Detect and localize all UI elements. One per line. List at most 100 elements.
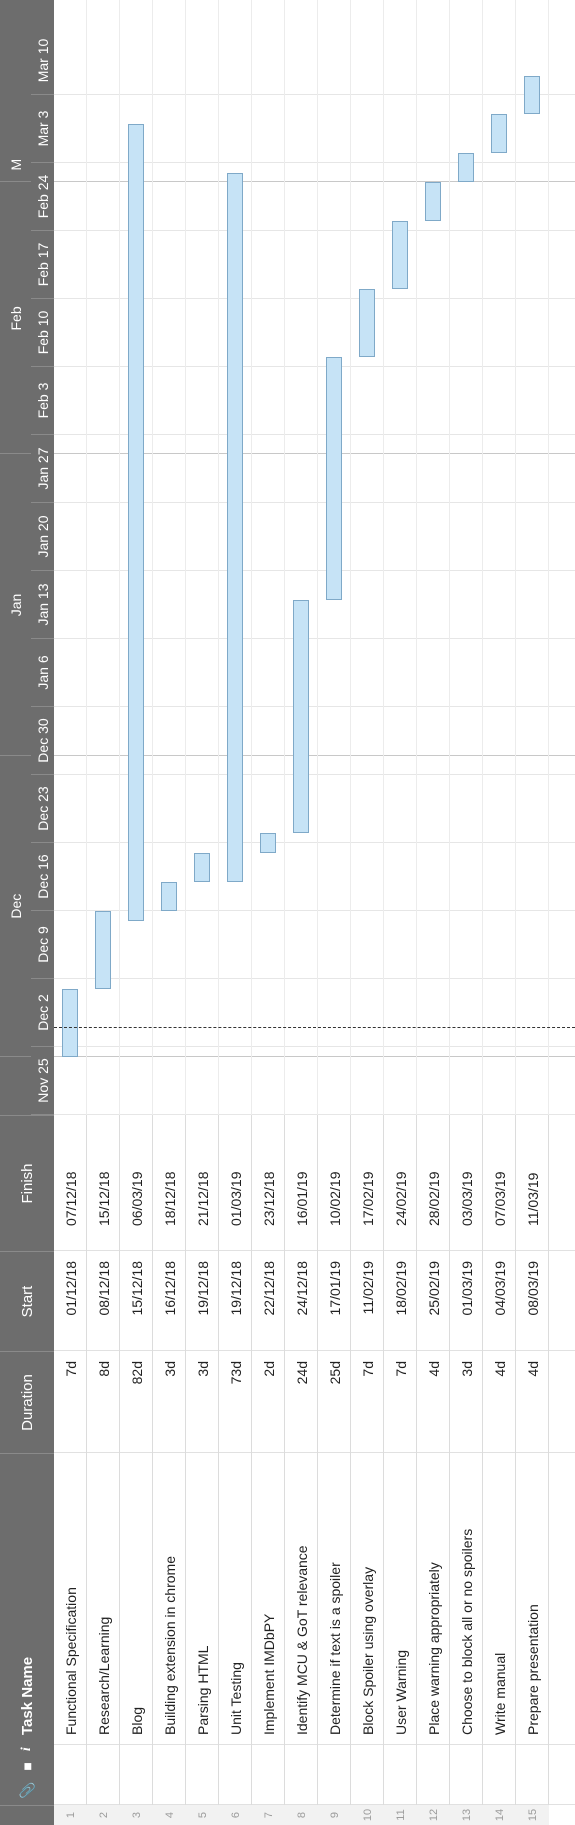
start-cell[interactable]: 15/12/18	[128, 1261, 145, 1316]
duration-cell[interactable]: 3d	[194, 1361, 211, 1377]
finish-cell[interactable]: 16/01/19	[293, 1171, 310, 1227]
finish-cell[interactable]: 01/03/19	[227, 1171, 244, 1227]
table-row[interactable]: 15 Prepare presentation 4d 08/03/19 11/03/19	[516, 1115, 549, 1825]
duration-cell[interactable]: 2d	[260, 1361, 277, 1377]
info-icon[interactable]: i	[19, 1747, 34, 1752]
start-cell[interactable]: 25/02/19	[425, 1261, 442, 1316]
paperclip-icon[interactable]: 📎	[19, 1781, 35, 1799]
task-bar[interactable]	[161, 881, 177, 911]
task-name-cell[interactable]: User Warning	[392, 1649, 409, 1735]
duration-cell[interactable]: 4d	[491, 1361, 508, 1377]
table-row[interactable]: 10 Block Spoiler using overlay 7d 11/02/19 1…	[351, 1115, 384, 1825]
start-cell[interactable]: 19/12/18	[227, 1261, 244, 1316]
task-name-cell[interactable]: Implement IMDbPY	[260, 1613, 277, 1735]
start-cell[interactable]: 08/12/18	[95, 1261, 112, 1316]
gantt-row	[384, 0, 417, 1115]
task-bar[interactable]	[458, 153, 474, 183]
task-name-cell[interactable]: Parsing HTML	[194, 1645, 211, 1735]
table-row[interactable]: 9 Determine if text is a spoiler 25d 17/01/…	[318, 1115, 351, 1825]
start-cell[interactable]: 19/12/18	[194, 1261, 211, 1316]
duration-cell[interactable]: 4d	[425, 1361, 442, 1377]
start-cell[interactable]: 16/12/18	[161, 1261, 178, 1316]
start-cell[interactable]: 04/03/19	[491, 1261, 508, 1316]
table-row[interactable]: 12 Place warning appropriately 4d 25/02/19 2…	[417, 1115, 450, 1825]
table-row[interactable]: 14 Write manual 4d 04/03/19 07/03/19	[483, 1115, 516, 1825]
task-name-cell[interactable]: Determine if text is a spoiler	[326, 1562, 343, 1735]
table-row[interactable]: 4 Building extension in chrome 3d 16/12/18 1…	[153, 1115, 186, 1825]
task-name-cell[interactable]: Block Spoiler using overlay	[359, 1566, 376, 1735]
task-bar[interactable]	[326, 357, 342, 601]
row-number: 3	[120, 1805, 153, 1825]
duration-cell[interactable]: 7d	[392, 1361, 409, 1377]
table-row[interactable]: 7 Implement IMDbPY 2d 22/12/18 23/12/18	[252, 1115, 285, 1825]
comment-icon[interactable]: ■	[19, 1762, 35, 1771]
table-row[interactable]: 5 Parsing HTML 3d 19/12/18 21/12/18	[186, 1115, 219, 1825]
task-bar[interactable]	[95, 911, 111, 989]
finish-cell[interactable]: 07/03/19	[491, 1171, 508, 1227]
task-bar[interactable]	[128, 124, 144, 921]
finish-cell[interactable]: 07/12/18	[62, 1171, 79, 1227]
task-name-cell[interactable]: Building extension in chrome	[161, 1556, 178, 1735]
finish-cell[interactable]: 18/12/18	[161, 1171, 178, 1227]
task-bar[interactable]	[194, 852, 210, 882]
table-row[interactable]: 2 Research/Learning 8d 08/12/18 15/12/18	[87, 1115, 120, 1825]
start-cell[interactable]: 11/02/19	[359, 1261, 376, 1315]
finish-cell[interactable]: 03/03/19	[458, 1171, 475, 1227]
table-row[interactable]: 11 User Warning 7d 18/02/19 24/02/19	[384, 1115, 417, 1825]
finish-cell[interactable]: 23/12/18	[260, 1171, 277, 1227]
finish-cell[interactable]: 10/02/19	[326, 1171, 343, 1227]
finish-cell[interactable]: 24/02/19	[392, 1171, 409, 1227]
finish-cell[interactable]: 21/12/18	[194, 1171, 211, 1227]
task-bar[interactable]	[524, 75, 540, 115]
finish-cell[interactable]: 11/03/19	[524, 1172, 541, 1226]
duration-cell[interactable]: 82d	[128, 1361, 145, 1385]
start-cell[interactable]: 08/03/19	[524, 1261, 541, 1316]
task-name-cell[interactable]: Choose to block all or no spoilers	[458, 1528, 475, 1735]
start-cell[interactable]: 24/12/18	[293, 1261, 310, 1316]
start-cell[interactable]: 22/12/18	[260, 1261, 277, 1316]
task-name-cell[interactable]: Prepare presentation	[524, 1604, 541, 1735]
duration-cell[interactable]: 24d	[293, 1361, 310, 1385]
finish-cell[interactable]: 17/02/19	[359, 1171, 376, 1227]
duration-cell[interactable]: 3d	[161, 1361, 178, 1377]
task-bar[interactable]	[227, 172, 243, 882]
task-name-cell[interactable]: Place warning appropriately	[425, 1562, 442, 1735]
start-cell[interactable]: 01/12/18	[62, 1261, 79, 1316]
duration-cell[interactable]: 25d	[326, 1361, 343, 1385]
finish-cell[interactable]: 28/02/19	[425, 1171, 442, 1227]
table-row[interactable]: 6 Unit Testing 73d 19/12/18 01/03/19	[219, 1115, 252, 1825]
finish-cell[interactable]: 06/03/19	[128, 1171, 145, 1227]
task-bar[interactable]	[392, 221, 408, 290]
finish-header[interactable]: Finish	[0, 1115, 54, 1251]
duration-cell[interactable]: 7d	[359, 1361, 376, 1377]
task-name-cell[interactable]: Functional Specification	[62, 1587, 79, 1735]
start-cell[interactable]: 01/03/19	[458, 1261, 475, 1316]
task-grid: 📎 ■ i Task Name Duration Start Finish 1 F…	[0, 1114, 575, 1825]
task-bar[interactable]	[260, 833, 276, 853]
task-bar[interactable]	[359, 289, 375, 358]
start-cell[interactable]: 17/01/19	[326, 1261, 343, 1316]
task-name-cell[interactable]: Blog	[128, 1706, 145, 1735]
table-row[interactable]: 1 Functional Specification 7d 01/12/18 07/12…	[54, 1115, 87, 1825]
start-cell[interactable]: 18/02/19	[392, 1261, 409, 1316]
task-name-cell[interactable]: Unit Testing	[227, 1662, 244, 1735]
duration-cell[interactable]: 7d	[62, 1361, 79, 1377]
duration-cell[interactable]: 73d	[227, 1361, 244, 1385]
duration-header[interactable]: Duration	[0, 1351, 54, 1453]
duration-cell[interactable]: 3d	[458, 1361, 475, 1377]
duration-cell[interactable]: 4d	[524, 1361, 541, 1377]
table-row[interactable]: 13 Choose to block all or no spoilers 3d 01…	[450, 1115, 483, 1825]
task-bar[interactable]	[425, 182, 441, 222]
task-bar[interactable]	[293, 600, 309, 834]
task-bar[interactable]	[62, 988, 78, 1057]
start-header[interactable]: Start	[0, 1251, 54, 1351]
finish-cell[interactable]: 15/12/18	[95, 1171, 112, 1227]
table-row[interactable]: 3 Blog 82d 15/12/18 06/03/19	[120, 1115, 153, 1825]
task-name-cell[interactable]: Research/Learning	[95, 1616, 112, 1735]
task-name-cell[interactable]: Identify MCU & GoT relevance	[293, 1545, 310, 1735]
task-name-header[interactable]: Task Name	[0, 1453, 54, 1745]
task-bar[interactable]	[491, 114, 507, 154]
duration-cell[interactable]: 8d	[95, 1361, 112, 1377]
task-name-cell[interactable]: Write manual	[491, 1652, 508, 1735]
table-row[interactable]: 8 Identify MCU & GoT relevance 24d 24/12/18…	[285, 1115, 318, 1825]
